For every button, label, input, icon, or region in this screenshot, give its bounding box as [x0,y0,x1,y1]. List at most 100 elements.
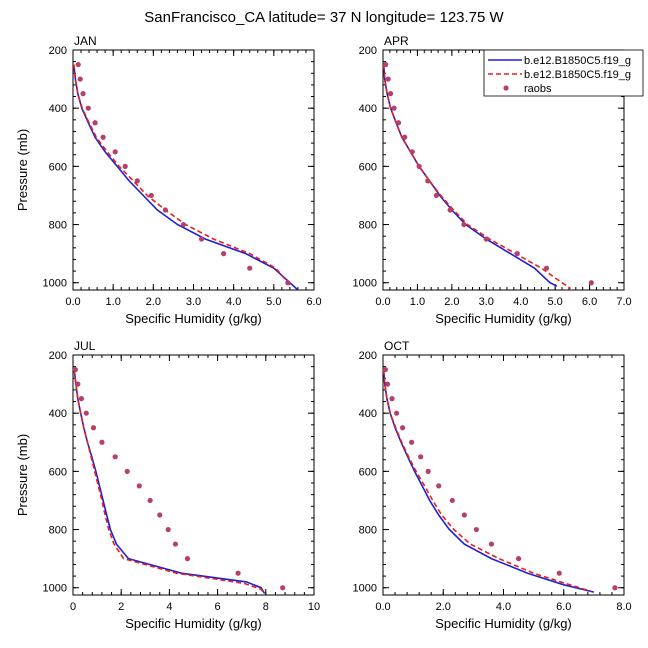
raobs-point [124,468,130,474]
x-axis-label: Specific Humidity (g/kg) [125,616,262,631]
y-axis-label: Pressure (mb) [15,434,30,516]
raobs-point [136,483,142,489]
plot-frame [72,354,315,596]
panel-label: JAN [74,34,97,48]
legend-label: raobs [524,83,552,95]
raobs-point [162,207,168,213]
raobs-point [395,120,402,126]
x-tick-label: 4 [166,601,172,613]
y-tick-label: 600 [359,161,377,173]
legend-label: b.e12.B1850C5.f19_g [524,69,631,81]
raobs-point [387,91,394,97]
legend-marker [503,85,509,91]
y-tick-label: 200 [49,350,67,362]
raobs-point [461,221,467,228]
y-tick-label: 400 [359,408,377,420]
raobs-point [515,556,522,562]
raobs-point [147,497,153,504]
x-tick-label: 0 [70,601,76,613]
legend-label: b.e12.B1850C5.f19_g [524,55,631,67]
raobs-point [172,541,179,547]
y-tick-label: 600 [359,466,377,478]
x-tick-label: 2.0 [444,296,459,308]
x-tick-label: 1.0 [106,296,121,308]
x-tick-label: 4.0 [513,296,528,308]
x-tick-label: 0.0 [375,601,390,613]
raobs-point [157,512,163,518]
panel-jul: 0 2 4 6 8 10 200 400 600 800 1000 JUL Specific Humid… [15,339,320,631]
raobs-point [383,61,389,68]
x-tick-label: 6.0 [582,296,597,308]
raobs-point [77,76,83,82]
panel-label: APR [384,34,409,48]
model-line-solid [383,64,558,287]
raobs-point [556,570,562,576]
raobs-point [385,76,391,82]
y-tick-label: 200 [359,45,377,57]
x-tick-label: 8.0 [616,601,631,613]
x-tick-label: 10 [308,601,320,613]
raobs-point [90,425,97,431]
raobs-point [75,61,81,68]
panel-apr: 0.0 1.0 2.0 3.0 4.0 5.0 6.0 7.0 200 400 600 800 1000… [353,34,644,326]
x-tick-label: 0.0 [375,296,390,308]
raobs-point [391,105,397,111]
y-axis-label: Pressure (mb) [15,129,30,211]
x-tick-label: 3.0 [479,296,494,308]
model-line-solid [73,369,266,594]
raobs-point [221,251,227,257]
raobs-point [409,149,415,155]
raobs-point [247,265,253,271]
x-tick-label: 5.0 [266,296,281,308]
legend: b.e12.B1850C5.f19_g b.e12.B1850C5.f19_gra… [483,49,644,97]
x-tick-label: 8 [263,601,269,613]
x-axis-label: Specific Humidity (g/kg) [435,616,572,631]
x-tick-label: 6.0 [306,296,321,308]
model-line-dashed [383,64,572,290]
raobs-point [449,497,455,504]
raobs-point [384,381,391,387]
plot-frame [382,354,625,596]
y-tick-label: 600 [49,466,67,478]
y-tick-label: 800 [49,525,67,537]
y-tick-label: 1000 [353,583,377,595]
x-axis-label: Specific Humidity (g/kg) [125,311,262,326]
raobs-point [198,236,205,242]
y-tick-label: 200 [359,350,377,362]
raobs-point [425,178,431,184]
raobs-point [409,439,415,445]
x-tick-label: 0.0 [65,296,80,308]
raobs-point [72,366,79,373]
raobs-point [488,541,495,547]
raobs-point [416,163,422,169]
raobs-point [436,483,442,489]
raobs-point [389,396,395,402]
y-tick-label: 1000 [353,278,377,290]
x-tick-label: 2 [118,601,124,613]
raobs-point [99,439,105,445]
raobs-point [543,265,550,271]
y-tick-label: 400 [359,103,377,115]
raobs-point [461,512,467,518]
raobs-point [75,381,81,387]
raobs-point [393,410,400,416]
raobs-point [418,454,424,460]
raobs-point [514,251,520,257]
model-line-dashed [73,64,293,287]
y-tick-label: 200 [49,45,67,57]
y-tick-label: 400 [49,103,67,115]
x-tick-label: 7.0 [616,296,631,308]
x-tick-label: 4.0 [226,296,241,308]
raobs-point [235,570,241,576]
raobs-point [402,134,408,140]
raobs-point [588,280,594,286]
raobs-point [112,149,118,155]
x-tick-label: 2.0 [146,296,161,308]
model-line-solid [383,369,595,593]
raobs-point [399,425,406,431]
raobs-point [473,526,479,533]
panel-label: OCT [384,339,410,353]
x-axis-label: Specific Humidity (g/kg) [435,311,572,326]
raobs-point [483,236,489,242]
